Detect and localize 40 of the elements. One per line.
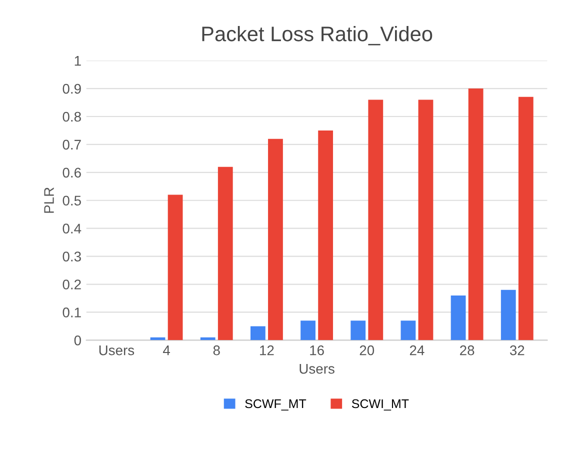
bar xyxy=(168,194,183,340)
bar xyxy=(418,100,434,340)
y-tick-label: 0.5 xyxy=(62,196,81,206)
bar xyxy=(350,320,366,340)
bar xyxy=(218,166,233,340)
bar xyxy=(300,320,316,340)
x-tick-label: 8 xyxy=(213,345,220,356)
x-tick-label: 24 xyxy=(410,345,424,356)
y-tick-label: 0.9 xyxy=(62,84,81,94)
bar xyxy=(450,295,466,340)
y-tick-label: 0.3 xyxy=(62,252,81,262)
y-tick-label: 0.4 xyxy=(62,224,82,234)
bar xyxy=(400,320,416,340)
bar xyxy=(268,138,283,340)
y-axis-title: PLR xyxy=(44,188,54,213)
y-tick-label: 1 xyxy=(74,56,81,66)
bar xyxy=(318,130,334,340)
bar xyxy=(200,337,216,340)
y-tick-label: 0 xyxy=(74,336,81,346)
x-tick-label: Users xyxy=(99,346,134,356)
bar xyxy=(518,96,534,340)
y-tick-label: 0.1 xyxy=(62,308,81,318)
x-axis-title: Users xyxy=(300,364,334,374)
y-tick-label: 0.2 xyxy=(62,280,81,290)
y-tick-label: 0.8 xyxy=(62,112,81,122)
x-tick-label: 12 xyxy=(260,345,274,356)
y-tick-label: 0.7 xyxy=(62,140,81,150)
bar xyxy=(500,290,516,340)
bar xyxy=(368,100,384,340)
legend-label: SCWI_MT xyxy=(352,399,409,411)
x-tick-label: 28 xyxy=(460,345,474,356)
x-tick-label: 4 xyxy=(162,346,170,356)
bar xyxy=(250,326,266,340)
y-tick-label: 0.6 xyxy=(62,168,81,178)
legend-label: SCWF_MT xyxy=(245,399,306,411)
chart-title: Packet Loss Ratio_Video xyxy=(202,26,432,46)
x-tick-label: 16 xyxy=(310,345,324,356)
x-tick-label: 32 xyxy=(510,345,524,356)
bar xyxy=(468,88,484,340)
x-tick-label: 20 xyxy=(360,345,374,356)
